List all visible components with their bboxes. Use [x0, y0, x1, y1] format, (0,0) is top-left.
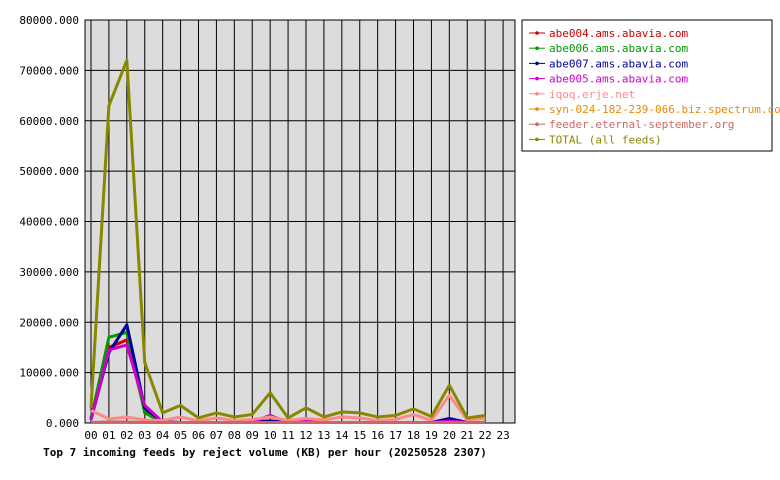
x-tick-label: 21 [461, 429, 474, 442]
x-tick-label: 14 [335, 429, 349, 442]
legend-label: TOTAL (all feeds) [549, 133, 662, 146]
y-tick-label: 30000.000 [19, 266, 79, 279]
y-tick-label: 0.000 [46, 417, 79, 430]
x-axis-ticks: 00 01 02 03 04 05 06 07 08 09 10 11 12 13 14 15 16 17 18 19… [84, 429, 509, 442]
legend-box [521, 19, 773, 152]
y-tick-label: 10000.000 [19, 367, 79, 380]
x-tick-label: 00 [84, 429, 97, 442]
y-tick-label: 80000.000 [19, 14, 79, 27]
x-tick-label: 13 [317, 429, 330, 442]
legend-label: iqoq.erje.net [549, 88, 635, 101]
y-tick-label: 70000.000 [19, 64, 79, 77]
series-lines [89, 58, 486, 424]
legend-marker [535, 76, 539, 81]
legend-marker [535, 137, 539, 142]
legend-label: syn-024-182-239-066.biz.spectrum.com [549, 103, 780, 116]
y-tick-label: 20000.000 [19, 316, 79, 329]
legend-marker [535, 122, 539, 126]
legend: abe004.ams.abavia.com abe006.ams.abavia.c… [529, 27, 780, 146]
x-tick-label: 20 [443, 429, 456, 442]
legend-label: feeder.eternal-september.org [549, 118, 734, 131]
legend-label: abe007.ams.abavia.com [549, 57, 688, 70]
x-tick-label: 12 [299, 429, 312, 442]
x-tick-label: 10 [264, 429, 277, 442]
x-tick-label: 06 [192, 429, 205, 442]
series-line [90, 420, 486, 424]
x-tick-label: 22 [479, 429, 492, 442]
legend-label: abe005.ams.abavia.com [549, 73, 688, 86]
series-line [90, 393, 486, 423]
legend-marker [535, 31, 539, 35]
y-tick-label: 50000.000 [19, 165, 79, 178]
x-tick-label: 07 [210, 429, 223, 442]
series-line [89, 58, 486, 420]
x-tick-label: 09 [246, 429, 259, 442]
x-tick-label: 02 [120, 429, 133, 442]
x-tick-label: 01 [102, 429, 115, 442]
x-tick-label: 19 [425, 429, 438, 442]
x-tick-label: 18 [407, 429, 420, 442]
x-tick-label: 16 [371, 429, 384, 442]
legend-marker [535, 61, 539, 66]
x-tick-label: 15 [353, 429, 366, 442]
y-axis-ticks: 0.000 10000.000 20000.000 30000.000 40000.00… [19, 14, 79, 430]
x-tick-label: 04 [156, 429, 170, 442]
x-tick-label: 08 [228, 429, 241, 442]
y-tick-label: 40000.000 [19, 216, 79, 229]
x-tick-label: 03 [138, 429, 151, 442]
legend-marker [535, 46, 539, 50]
chart-title: Top 7 incoming feeds by reject volume (K… [43, 446, 487, 459]
legend-marker [535, 107, 539, 111]
legend-label: abe006.ams.abavia.com [549, 42, 688, 55]
legend-label: abe004.ams.abavia.com [549, 27, 688, 40]
y-tick-label: 60000.000 [19, 115, 79, 128]
x-tick-label: 11 [281, 429, 294, 442]
x-tick-label: 05 [174, 429, 187, 442]
legend-marker [535, 92, 539, 96]
x-tick-label: 23 [496, 429, 509, 442]
x-tick-label: 17 [389, 429, 402, 442]
